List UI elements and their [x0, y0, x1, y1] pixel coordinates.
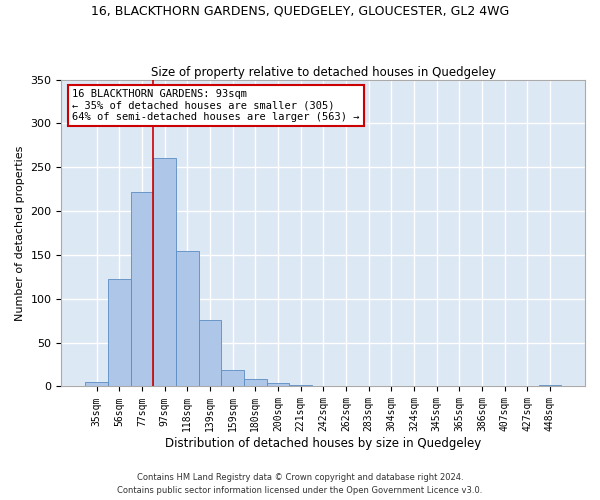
- Bar: [199, 320, 221, 386]
- Bar: [289, 384, 312, 386]
- Text: 16, BLACKTHORN GARDENS, QUEDGELEY, GLOUCESTER, GL2 4WG: 16, BLACKTHORN GARDENS, QUEDGELEY, GLOUC…: [91, 5, 509, 18]
- Text: Contains HM Land Registry data © Crown copyright and database right 2024.
Contai: Contains HM Land Registry data © Crown c…: [118, 474, 482, 495]
- Bar: [108, 278, 131, 386]
- Bar: [153, 158, 176, 386]
- Bar: [176, 252, 199, 386]
- Title: Size of property relative to detached houses in Quedgeley: Size of property relative to detached ho…: [151, 66, 496, 78]
- Bar: [85, 382, 108, 386]
- X-axis label: Distribution of detached houses by size in Quedgeley: Distribution of detached houses by size …: [165, 437, 481, 450]
- Bar: [266, 383, 289, 386]
- Bar: [221, 370, 244, 386]
- Y-axis label: Number of detached properties: Number of detached properties: [15, 146, 25, 321]
- Bar: [131, 192, 153, 386]
- Text: 16 BLACKTHORN GARDENS: 93sqm
← 35% of detached houses are smaller (305)
64% of s: 16 BLACKTHORN GARDENS: 93sqm ← 35% of de…: [72, 89, 359, 122]
- Bar: [539, 384, 561, 386]
- Bar: [244, 380, 266, 386]
